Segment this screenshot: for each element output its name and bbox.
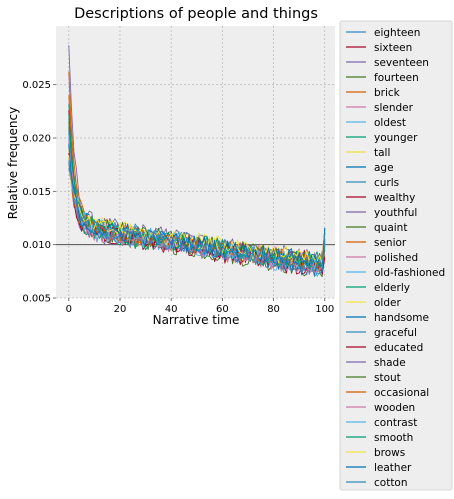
y-tick-label: 0.005 (22, 294, 51, 305)
legend-label: polished (374, 252, 418, 264)
series-line (68, 144, 326, 267)
y-tick-label: 0.025 (22, 80, 51, 91)
legend-label: educated (374, 342, 423, 354)
legend-label: cotton (374, 477, 408, 489)
legend-label: stout (374, 372, 401, 384)
chart-title: Descriptions of people and things (74, 6, 318, 22)
legend-label: slender (374, 102, 414, 114)
legend-label: younger (374, 132, 418, 144)
legend-label: older (374, 297, 401, 309)
series-line (68, 160, 326, 277)
legend-label: elderly (374, 282, 410, 294)
legend-label: age (374, 162, 394, 174)
legend-label: wooden (374, 402, 415, 414)
legend-label: smooth (374, 432, 413, 444)
legend-label: eighteen (374, 27, 420, 39)
x-ticks: 0 20 40 60 80 100 (66, 298, 334, 315)
legend-label: youthful (374, 207, 417, 219)
x-tick-label: 0 (66, 304, 72, 315)
legend-label: quaint (374, 222, 407, 234)
legend-label: seventeen (374, 57, 429, 69)
series-lines (68, 45, 326, 278)
x-tick-label: 80 (267, 304, 280, 315)
legend-label: wealthy (374, 192, 415, 204)
legend-label: brick (374, 87, 401, 99)
legend-label: curls (374, 177, 399, 189)
legend: eighteen sixteen seventeen fourteen brick sle… (339, 20, 453, 491)
legend-box (339, 20, 453, 491)
legend-label: tall (374, 147, 390, 159)
series-line (68, 158, 326, 270)
legend-label: oldest (374, 117, 406, 129)
legend-label: handsome (374, 312, 429, 324)
x-tick-label: 100 (315, 304, 334, 315)
legend-label: graceful (374, 327, 417, 339)
legend-label: senior (374, 237, 407, 249)
y-tick-label: 0.020 (22, 134, 51, 145)
x-tick-label: 40 (165, 304, 178, 315)
legend-label: old-fashioned (374, 267, 445, 279)
legend-label: shade (374, 357, 406, 369)
legend-label: fourteen (374, 72, 419, 84)
x-axis-label: Narrative time (153, 313, 240, 327)
y-axis-label: Relative frequency (6, 107, 20, 219)
y-tick-label: 0.010 (22, 240, 51, 251)
x-tick-label: 60 (216, 304, 229, 315)
legend-label: brows (374, 447, 405, 459)
grid (56, 26, 335, 299)
y-ticks: 0.005 0.010 0.015 0.020 0.025 (22, 80, 56, 305)
legend-label: leather (374, 462, 412, 474)
legend-label: contrast (374, 417, 417, 429)
legend-label: sixteen (374, 42, 412, 54)
x-tick-label: 20 (114, 304, 127, 315)
legend-label: occasional (374, 387, 429, 399)
y-tick-label: 0.015 (22, 187, 51, 198)
